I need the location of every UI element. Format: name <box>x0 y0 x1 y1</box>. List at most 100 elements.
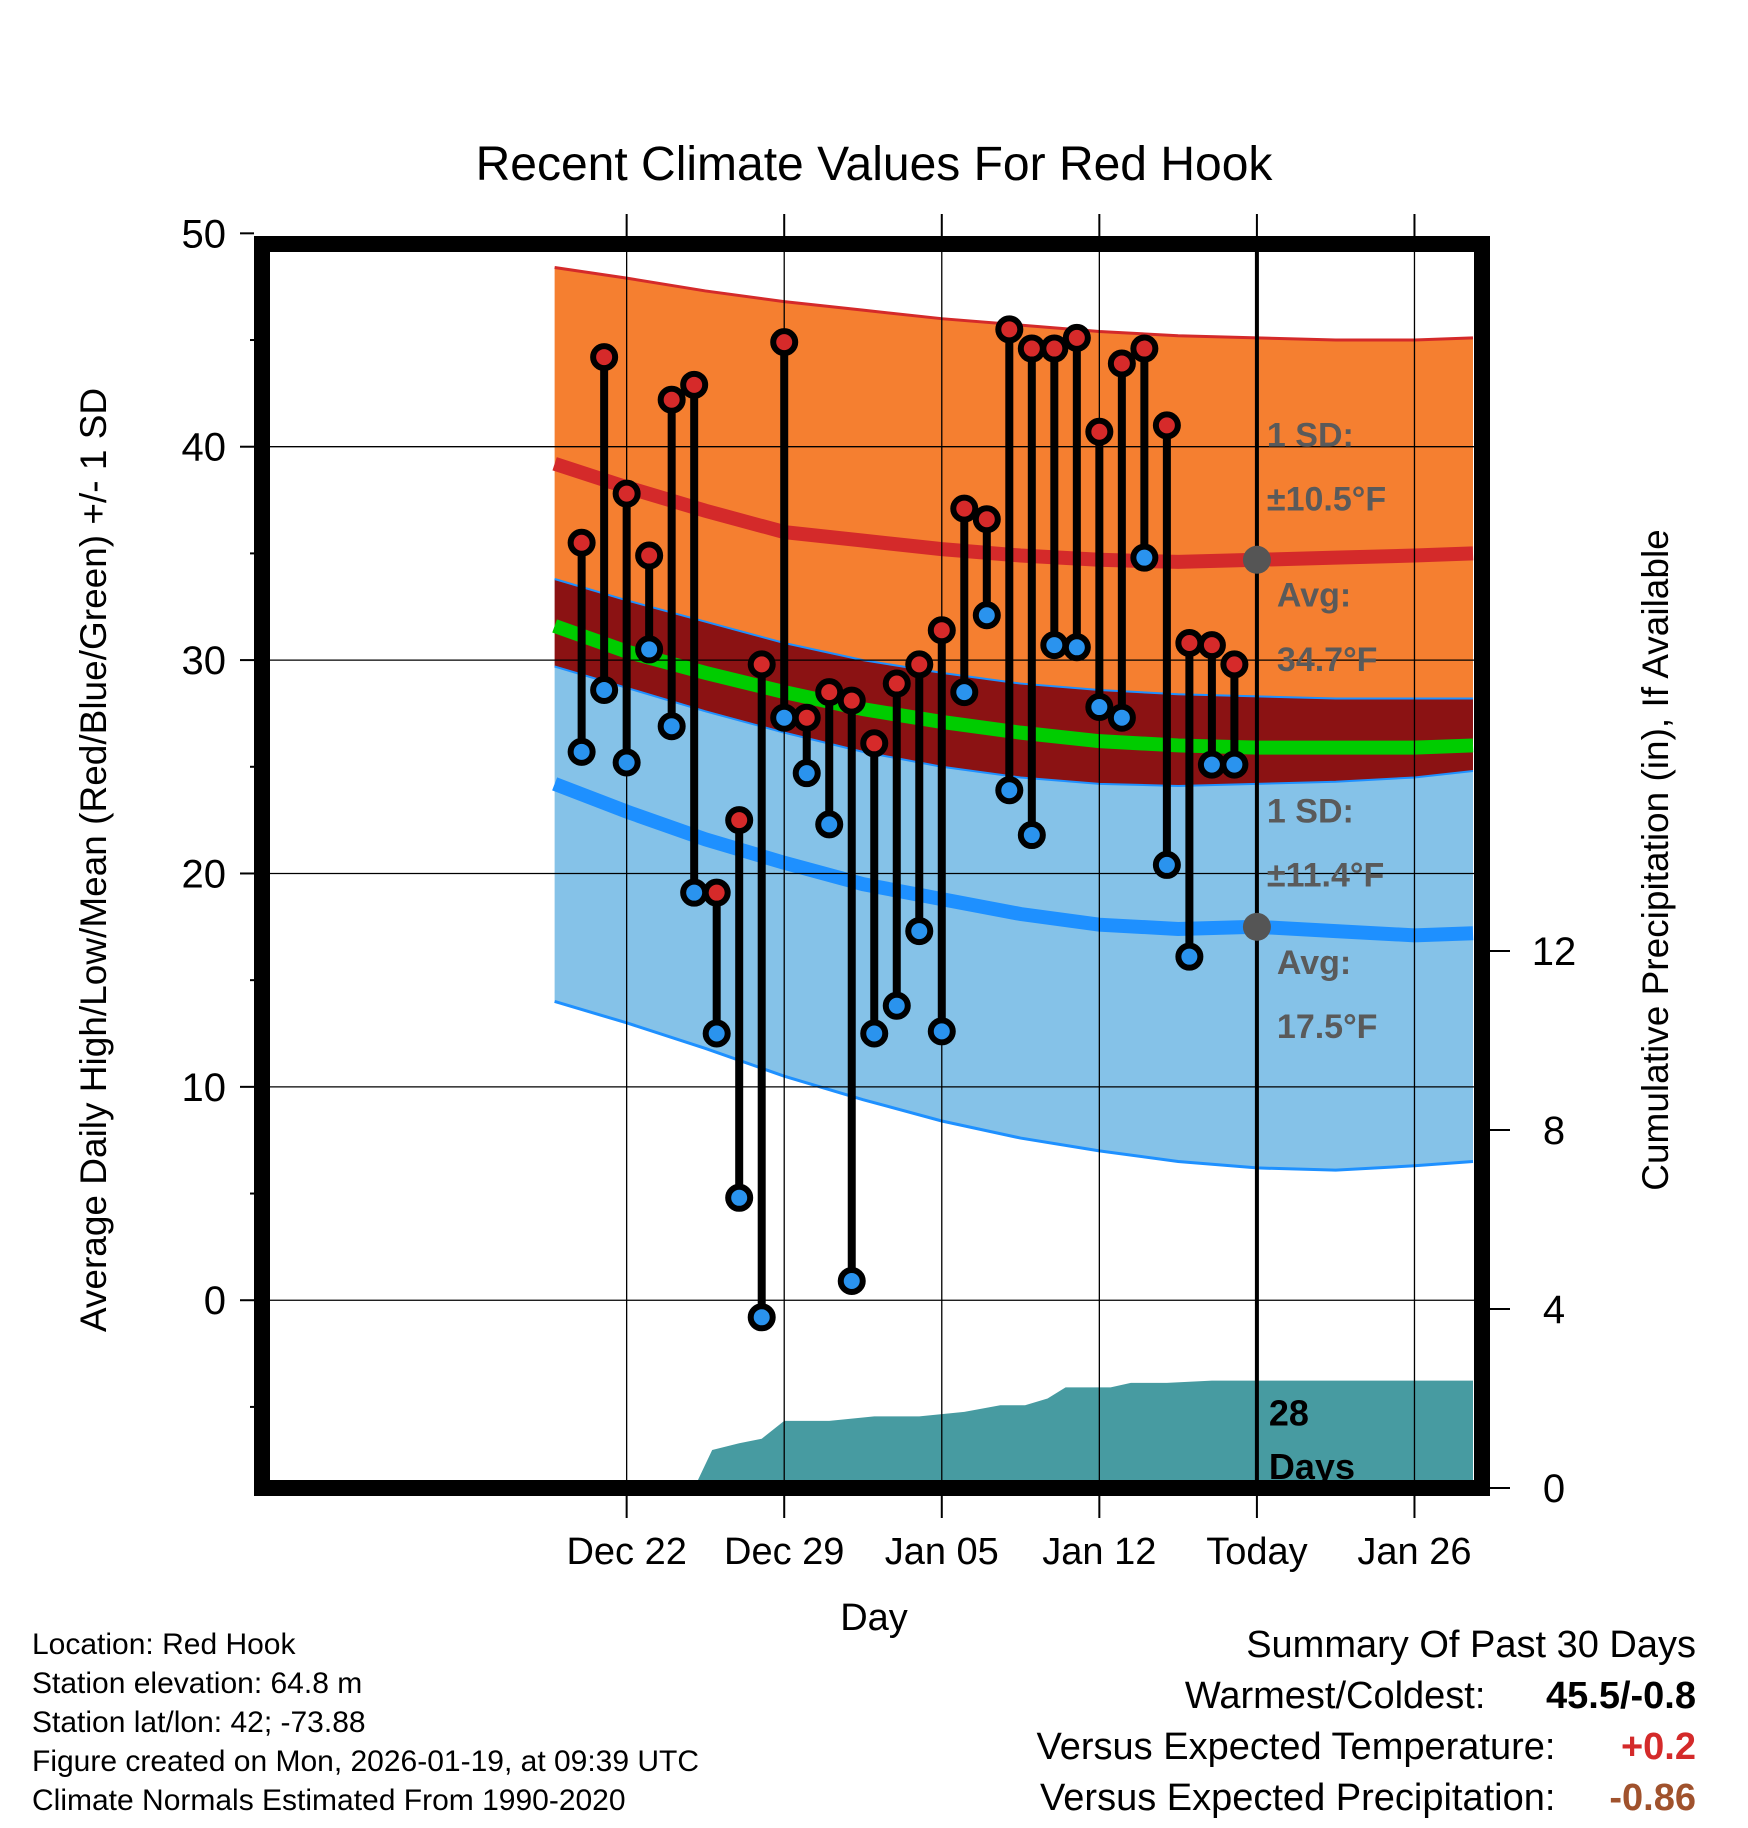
x-axis-label: Day <box>840 1597 908 1639</box>
summary-precipitation: Versus Expected Precipitation: -0.86 <box>1040 1777 1696 1820</box>
daily-low-point <box>702 1019 731 1048</box>
high-average-line <box>552 457 1474 569</box>
daily-high-point <box>1130 334 1159 363</box>
info-created: Figure created on Mon, 2026-01-19, at 09… <box>32 1745 700 1778</box>
info-location: Location: Red Hook <box>32 1628 296 1661</box>
high-avg-value: 34.7°F <box>1277 641 1378 679</box>
plot-area: 1 SD: ±10.5°F Avg: 34.7°F 1 SD: ±11.4°F Avg: 17… <box>182 212 1577 1573</box>
daily-high-point <box>1107 349 1136 378</box>
summary-warmest-coldest: Warmest/Coldest: 45.5/-0.8 <box>1185 1675 1696 1718</box>
summary-precipitation-label: Versus Expected Precipitation: <box>1040 1777 1556 1819</box>
high-sd-value: ±10.5°F <box>1267 481 1386 519</box>
daily-low-point <box>567 737 596 766</box>
y2-tick-label: 12 <box>1532 930 1577 974</box>
chart-title: Recent Climate Values For Red Hook <box>476 138 1274 191</box>
daily-high-point <box>725 806 754 835</box>
daily-low-point <box>1062 633 1091 662</box>
low-avg-label: Avg: <box>1277 944 1351 982</box>
daily-low-point <box>657 712 686 741</box>
daily-low-point <box>1130 543 1159 572</box>
daily-high-point <box>1220 650 1249 679</box>
summary-temperature-label: Versus Expected Temperature: <box>1036 1726 1556 1768</box>
today-high-average-point <box>1242 545 1271 574</box>
x-tick-label: Today <box>1206 1531 1307 1573</box>
daily-low-point <box>1017 821 1046 850</box>
daily-high-point <box>972 505 1001 534</box>
low-avg-value: 17.5°F <box>1277 1008 1378 1046</box>
y2-tick-label: 0 <box>1543 1467 1565 1511</box>
daily-low-point <box>1085 693 1114 722</box>
low-plus-sd-line <box>554 665 1474 787</box>
daily-high-point <box>882 669 911 698</box>
summary-warmest-coldest-value: 45.5/-0.8 <box>1546 1675 1696 1717</box>
high-avg-label: Avg: <box>1277 577 1351 615</box>
x-tick-label: Jan 12 <box>1042 1531 1156 1573</box>
daily-high-point <box>702 878 731 907</box>
daily-high-point <box>837 686 866 715</box>
low-sd-label: 1 SD: <box>1267 792 1354 830</box>
daily-low-point <box>680 878 709 907</box>
daily-low-point <box>950 678 979 707</box>
overlap-band <box>554 579 1473 786</box>
daily-low-point <box>972 601 1001 630</box>
y-tick-label: 50 <box>182 212 227 256</box>
daily-high-point <box>1175 629 1204 658</box>
info-normals: Climate Normals Estimated From 1990-2020 <box>32 1784 626 1817</box>
daily-high-point <box>927 616 956 645</box>
low-average-line <box>552 777 1474 943</box>
today-low-average-point <box>1242 912 1271 941</box>
x-tick-label: Dec 22 <box>566 1531 686 1573</box>
daily-low-point <box>1220 750 1249 779</box>
y-axis-label: Average Daily High/Low/Mean (Red/Blue/Gr… <box>73 388 114 1332</box>
y-tick-label: 0 <box>204 1279 226 1323</box>
y2-tick-label: 8 <box>1543 1109 1565 1153</box>
y-tick-label: 30 <box>182 639 227 683</box>
daily-high-point <box>590 343 619 372</box>
daily-high-point <box>567 528 596 557</box>
daily-low-point <box>905 917 934 946</box>
daily-low-point <box>725 1183 754 1212</box>
mean-line <box>552 619 1474 755</box>
summary-precipitation-value: -0.86 <box>1609 1777 1696 1819</box>
info-elevation: Station elevation: 64.8 m <box>32 1667 363 1700</box>
x-tick-label: Jan 26 <box>1357 1531 1471 1573</box>
daily-high-point <box>747 650 776 679</box>
daily-high-point <box>770 328 799 357</box>
high-minus-sd-line <box>554 578 1473 700</box>
precip-days-number: 28 <box>1269 1392 1309 1433</box>
daily-high-point <box>995 315 1024 344</box>
y-tick-label: 10 <box>182 1066 227 1110</box>
daily-high-point <box>680 370 709 399</box>
daily-low-point <box>837 1267 866 1296</box>
daily-low-point <box>927 1017 956 1046</box>
daily-low-point <box>612 748 641 777</box>
daily-high-point <box>950 494 979 523</box>
daily-high-point <box>1017 334 1046 363</box>
plot-frame <box>254 236 1490 1496</box>
summary-temperature: Versus Expected Temperature: +0.2 <box>1037 1726 1696 1769</box>
daily-low-point <box>1197 750 1226 779</box>
x-tick-label: Dec 29 <box>724 1531 844 1573</box>
daily-low-point <box>1107 703 1136 732</box>
y2-axis-label: Cumulative Precipitation (in), If Availa… <box>1635 529 1676 1191</box>
y-tick-label: 40 <box>182 426 227 470</box>
daily-low-point <box>1152 850 1181 879</box>
summary-warmest-coldest-label: Warmest/Coldest: <box>1184 1675 1486 1717</box>
x-tick-label: Jan 05 <box>885 1531 999 1573</box>
daily-low-point <box>590 675 619 704</box>
daily-low-point <box>747 1303 776 1332</box>
daily-low-point <box>770 703 799 732</box>
daily-high-point <box>1040 334 1069 363</box>
y-tick-label: 20 <box>182 852 227 896</box>
low-sd-value: ±11.4°F <box>1267 856 1384 894</box>
daily-high-point <box>792 703 821 732</box>
daily-high-point <box>657 385 686 414</box>
daily-low-point <box>1040 631 1069 660</box>
daily-low-point <box>882 991 911 1020</box>
daily-high-point <box>905 650 934 679</box>
daily-high-point <box>815 678 844 707</box>
y2-tick-label: 4 <box>1543 1288 1565 1332</box>
daily-high-point <box>1062 323 1091 352</box>
summary-heading: Summary Of Past 30 Days <box>1246 1624 1696 1666</box>
